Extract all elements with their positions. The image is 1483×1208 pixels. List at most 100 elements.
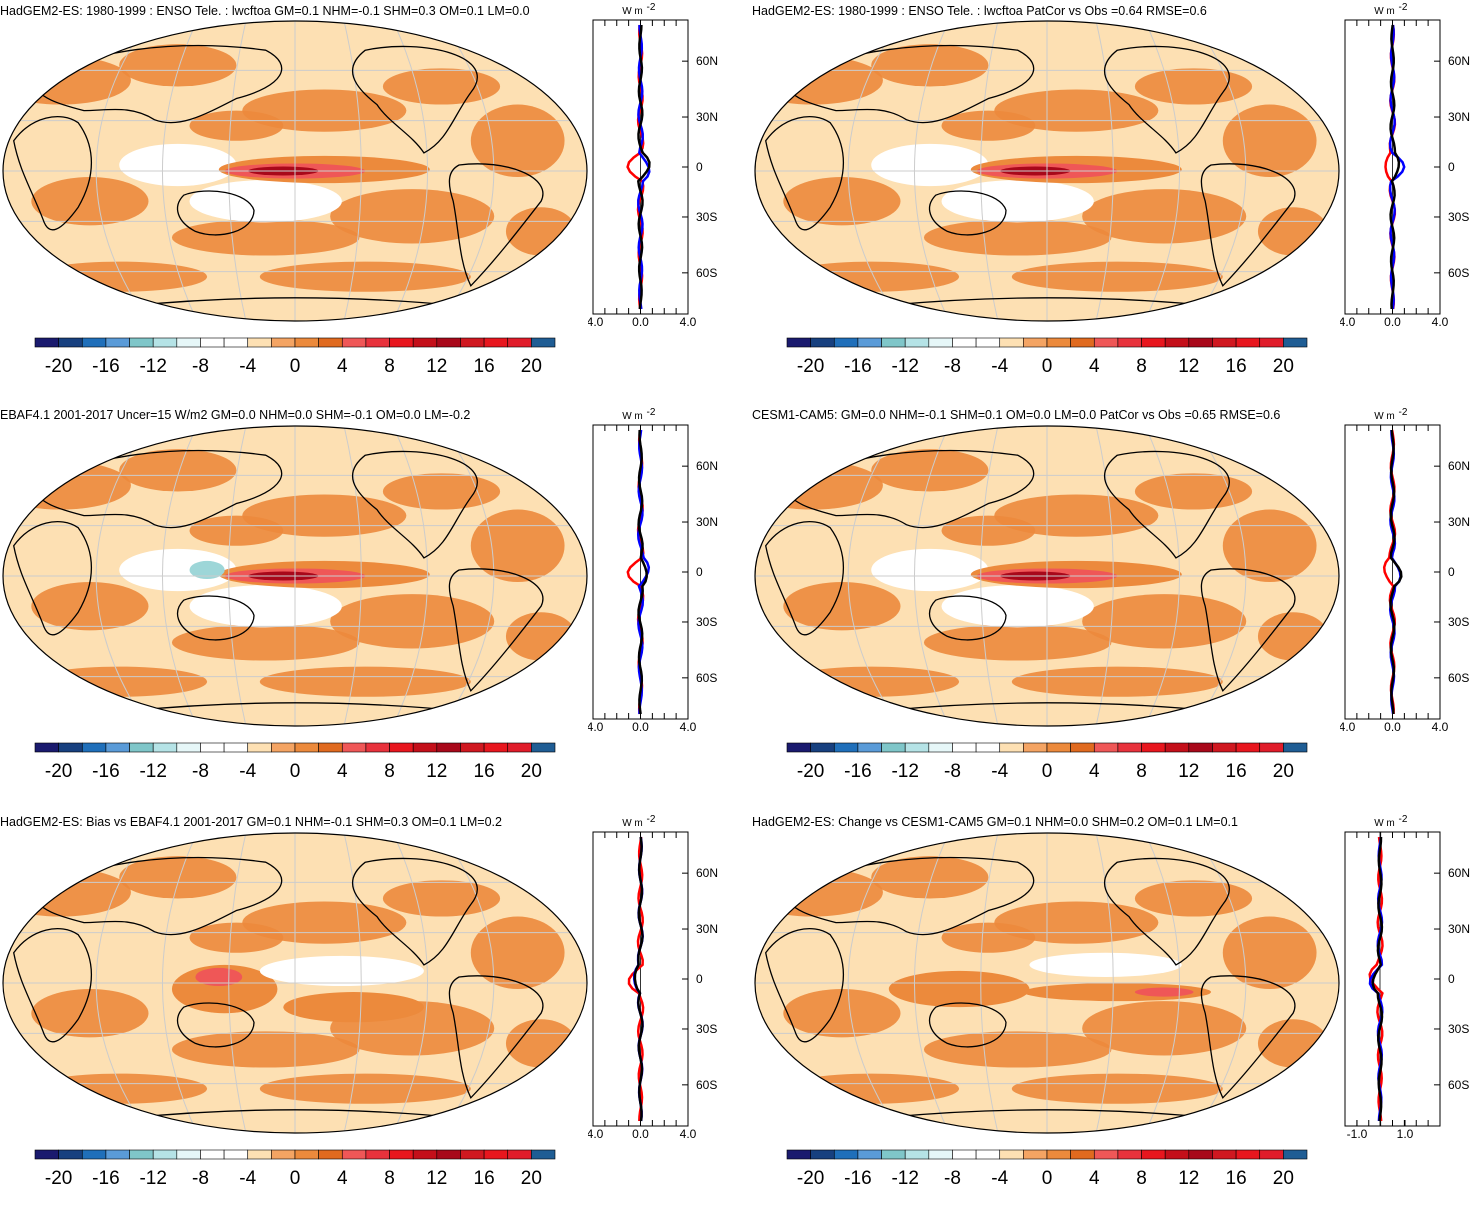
colorbar-swatch	[223, 742, 249, 753]
colorbar-swatch	[1070, 1149, 1095, 1160]
colorbar: -20 -16 -12 -8 -4 0 4 8 12 16 20	[786, 742, 1308, 782]
colorbar-label: 12	[426, 1168, 447, 1189]
colorbar-label: -8	[944, 356, 961, 377]
profile-x-tick: 4.0	[680, 315, 697, 329]
colorbar-swatch	[1235, 337, 1261, 348]
colorbar-swatch	[975, 742, 1001, 753]
colorbar-swatch	[810, 742, 835, 753]
colorbar-container: -20 -16 -12 -8 -4 0 4 8 12 16 20	[782, 336, 1312, 396]
colorbar-label: 20	[521, 356, 542, 377]
colorbar-swatch	[1141, 337, 1166, 348]
profile-lat-label: 30N	[1448, 110, 1470, 124]
profile-lat-label: 0	[1448, 160, 1455, 174]
profile-x-tick: 1.0	[1397, 1127, 1414, 1141]
panel-title: HadGEM2-ES: Bias vs EBAF4.1 2001-2017 GM…	[0, 815, 502, 829]
colorbar-swatch	[975, 1149, 1001, 1160]
colorbar-swatch	[176, 1149, 201, 1160]
colorbar-label: 0	[1042, 1168, 1053, 1189]
zonal-mean-profile: W m -2 -4.0 0.0 4.0 60N 30N 0 30S 60S	[583, 814, 718, 1141]
panel-p1: HadGEM2-ES: 1980-1999 : ENSO Tele. : lwc…	[0, 0, 741, 395]
profile-container: W m -2 -4.0 0.0 4.0 60N 30N 0 30S 60S	[583, 2, 738, 337]
colorbar-label: 20	[1273, 1168, 1294, 1189]
colorbar-swatch	[271, 1149, 296, 1160]
colorbar-label: -4	[239, 761, 256, 782]
profile-unit: W m	[1374, 818, 1395, 829]
colorbar-swatch	[857, 1149, 882, 1160]
colorbar-label: 8	[1136, 761, 1147, 782]
colorbar-swatch	[833, 1149, 859, 1160]
colorbar-label: 0	[1042, 356, 1053, 377]
profile-x-tick: -1.0	[1347, 1127, 1368, 1141]
colorbar-label: 4	[337, 761, 348, 782]
profile-lat-label: 60N	[696, 54, 718, 68]
colorbar-swatch	[129, 742, 154, 753]
colorbar-swatch	[904, 1149, 930, 1160]
colorbar-label: 20	[1273, 761, 1294, 782]
colorbar-label: -16	[92, 1168, 119, 1189]
colorbar-swatch	[1117, 742, 1142, 753]
colorbar-swatch	[999, 742, 1024, 753]
colorbar-swatch	[507, 1149, 532, 1160]
colorbar-swatch	[1093, 337, 1119, 348]
profile-container: W m -2 -4.0 0.0 4.0 60N 30N 0 30S 60S	[1335, 407, 1483, 742]
profile-x-tick: 4.0	[1432, 315, 1449, 329]
profile-lat-label: 30S	[1448, 615, 1469, 629]
colorbar-label: 16	[474, 356, 495, 377]
colorbar-swatch	[881, 742, 906, 753]
profile-lat-label: 60S	[696, 671, 717, 685]
profile-lat-label: 0	[1448, 565, 1455, 579]
colorbar-swatch	[318, 337, 343, 348]
colorbar-label: -4	[991, 356, 1008, 377]
profile-x-tick: -4.0	[1340, 315, 1356, 329]
profile-line	[1371, 836, 1384, 1122]
profile-unit-exponent: -2	[647, 407, 656, 418]
colorbar-label: 20	[521, 1168, 542, 1189]
colorbar-swatch	[247, 337, 272, 348]
colorbar-label: 8	[1136, 356, 1147, 377]
colorbar-label: -8	[192, 761, 209, 782]
colorbar-swatch	[952, 1149, 977, 1160]
robinson-map	[2, 832, 588, 1134]
profile-lat-label: 30S	[1448, 210, 1469, 224]
colorbar-swatch	[928, 1149, 953, 1160]
colorbar: -20 -16 -12 -8 -4 0 4 8 12 16 20	[34, 742, 556, 782]
colorbar-swatch	[1070, 337, 1095, 348]
colorbar-label: 4	[1089, 761, 1100, 782]
colorbar-swatch	[786, 742, 811, 753]
colorbar-swatch	[460, 742, 485, 753]
robinson-map	[754, 832, 1340, 1134]
colorbar-label: -12	[891, 356, 918, 377]
colorbar-label: -8	[944, 761, 961, 782]
colorbar-label: 0	[290, 761, 301, 782]
profile-line	[633, 836, 644, 1122]
robinson-map	[2, 425, 588, 727]
colorbar-swatch	[1259, 337, 1284, 348]
colorbar-label: -12	[139, 356, 166, 377]
colorbar-swatch	[365, 337, 390, 348]
profile-lat-label: 60N	[1448, 459, 1470, 473]
colorbar-swatch	[294, 742, 319, 753]
colorbar-swatch	[1046, 742, 1071, 753]
colorbar-swatch	[1283, 337, 1308, 348]
profile-lat-label: 60N	[1448, 866, 1470, 880]
profile-unit: W m	[1374, 6, 1395, 17]
colorbar-swatch	[1023, 742, 1048, 753]
colorbar-swatch	[176, 742, 201, 753]
colorbar-swatch	[460, 337, 485, 348]
profile-unit-exponent: -2	[1399, 407, 1408, 418]
profile-x-tick: 0.0	[1384, 720, 1401, 734]
panel-title: HadGEM2-ES: 1980-1999 : ENSO Tele. : lwc…	[752, 4, 1207, 18]
colorbar-swatch	[1259, 742, 1284, 753]
colorbar-container: -20 -16 -12 -8 -4 0 4 8 12 16 20	[30, 1148, 560, 1208]
panel-title: HadGEM2-ES: Change vs CESM1-CAM5 GM=0.1 …	[752, 815, 1238, 829]
colorbar-container: -20 -16 -12 -8 -4 0 4 8 12 16 20	[782, 741, 1312, 801]
colorbar-swatch	[928, 337, 953, 348]
colorbar-swatch	[531, 337, 556, 348]
colorbar-label: -16	[92, 356, 119, 377]
colorbar-swatch	[1093, 742, 1119, 753]
robinson-map	[754, 425, 1340, 727]
panel-p6: HadGEM2-ES: Change vs CESM1-CAM5 GM=0.1 …	[752, 812, 1483, 1207]
colorbar-label: 16	[1226, 356, 1247, 377]
colorbar-label: -4	[239, 356, 256, 377]
colorbar-swatch	[1023, 337, 1048, 348]
